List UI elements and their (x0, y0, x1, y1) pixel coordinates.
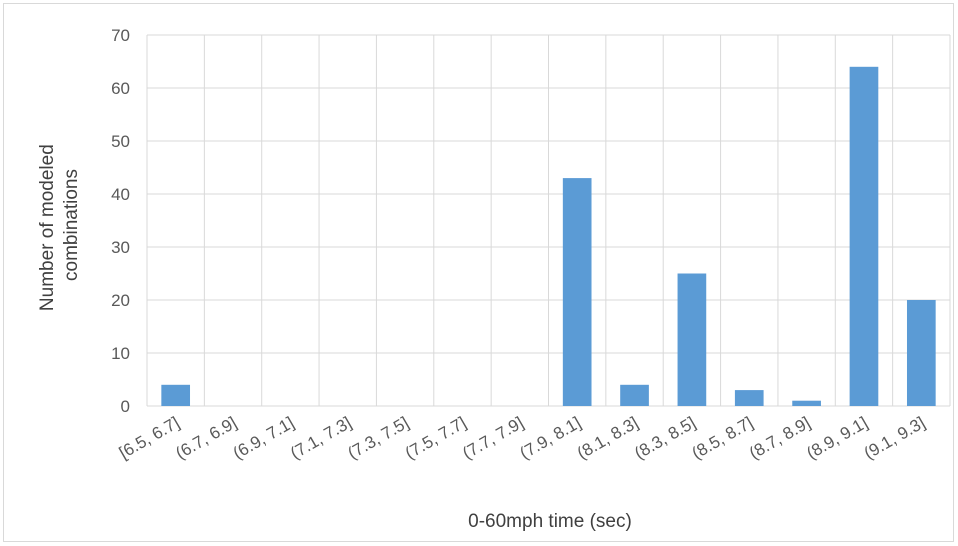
x-tick-label: (6.7, 6.9] (172, 413, 240, 463)
y-tick-labels: 0 10 20 30 40 50 60 70 (111, 26, 130, 416)
bar (906, 300, 936, 406)
x-tick-label: (8.7, 8.9] (746, 413, 814, 463)
x-tick-label: (9.1, 9.3] (861, 413, 929, 463)
y-tick-label: 0 (121, 397, 130, 416)
x-tick-label: (7.5, 7.7] (402, 413, 470, 463)
y-axis-title-line-2: combinations (61, 169, 82, 281)
y-tick-label: 30 (111, 238, 130, 257)
x-axis-title: 0-60mph time (sec) (468, 511, 632, 532)
x-tick-label: (7.3, 7.5] (344, 413, 412, 463)
bar (161, 384, 191, 406)
y-tick-label: 50 (111, 132, 130, 151)
x-tick-label: (7.1, 7.3] (287, 413, 355, 463)
y-tick-label: 20 (111, 291, 130, 310)
y-axis-title: Number of modeled combinations (37, 139, 82, 311)
x-tick-label: (7.9, 8.1] (517, 413, 585, 463)
x-tick-label: (8.5, 8.7] (689, 413, 757, 463)
y-tick-label: 70 (111, 26, 130, 45)
y-axis-title-line-1: Number of modeled (37, 144, 58, 311)
bar (792, 400, 821, 406)
y-tick-label: 10 (111, 344, 130, 363)
x-tick-label: (6.9, 7.1] (230, 413, 298, 463)
x-tick-labels: [6.5, 6.7](6.7, 6.9](6.9, 7.1](7.1, 7.3]… (116, 413, 928, 463)
bar (620, 384, 649, 406)
bar (849, 66, 879, 407)
x-tick-label: (8.1, 8.3] (574, 413, 642, 463)
bar (734, 390, 764, 406)
y-tick-label: 40 (111, 185, 130, 204)
bar (562, 178, 592, 406)
chart-frame (3, 3, 954, 542)
bar (677, 273, 707, 406)
x-tick-label: (8.3, 8.5] (631, 413, 699, 463)
gridlines (146, 34, 951, 407)
x-tick-label: (8.9, 9.1] (803, 413, 871, 463)
bars (161, 66, 936, 407)
y-tick-label: 60 (111, 79, 130, 98)
x-tick-label: (7.7, 7.9] (459, 413, 527, 463)
x-tick-label: [6.5, 6.7] (116, 413, 183, 463)
